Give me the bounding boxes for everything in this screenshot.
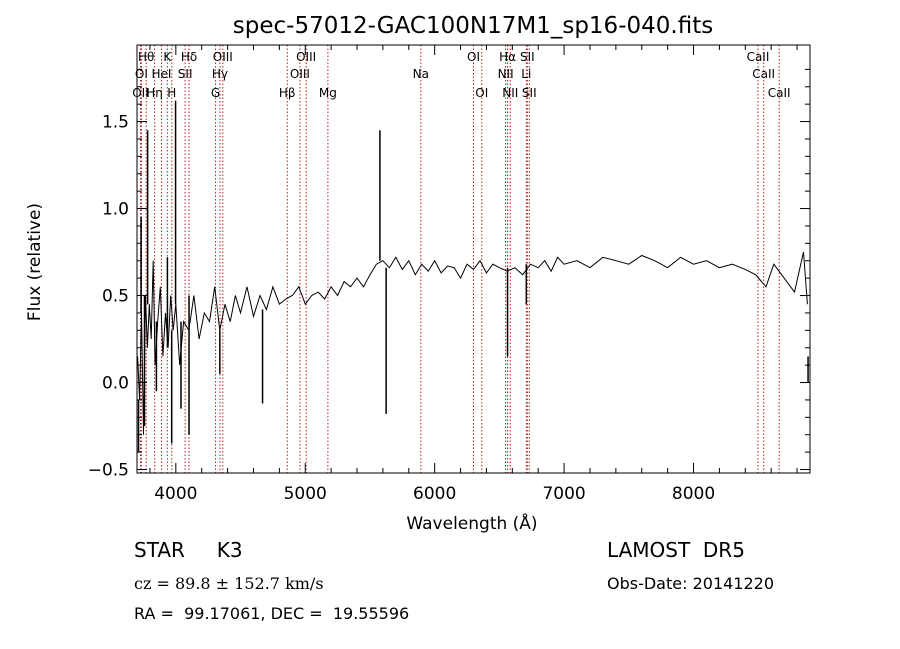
y-axis-label: Flux (relative) <box>25 203 45 321</box>
x-axis-label: Wavelength (Å) <box>406 512 537 534</box>
object-class: STAR K3 <box>134 538 243 562</box>
x-tick-label-0: 4000 <box>154 484 197 504</box>
spectrum-line <box>137 251 808 435</box>
x-tick-label-2: 6000 <box>413 484 456 504</box>
redshift-value: cz = 89.8 ± 152.7 km/s <box>134 574 324 593</box>
line-label-18: OI <box>475 86 488 100</box>
x-tick-label-4: 8000 <box>672 484 715 504</box>
line-label-9: G <box>211 86 220 100</box>
line-label-17: OI <box>467 50 480 64</box>
line-label-5: K <box>163 50 172 64</box>
line-label-23: SII <box>520 50 535 64</box>
y-tick-label-2: 0.5 <box>102 287 129 307</box>
line-label-22: Li <box>521 67 531 81</box>
line-label-13: OIII <box>290 67 310 81</box>
line-label-16: Na <box>413 67 429 81</box>
line-label-24: SII <box>522 86 537 100</box>
survey-label: LAMOST DR5 <box>607 538 745 562</box>
y-tick-label-4: 1.5 <box>102 113 129 133</box>
ra-dec: RA = 99.17061, DEC = 19.55596 <box>134 604 410 623</box>
line-label-6: H <box>167 86 176 100</box>
y-tick-label-3: 1.0 <box>102 200 129 220</box>
line-label-1: OI <box>135 67 148 81</box>
spectral-line-labels: OIIOIHθHηHeIKHSIIHδGHγOIIIHβOIIIOIIIMgNa… <box>132 50 790 100</box>
line-label-15: Mg <box>319 86 337 100</box>
line-label-19: NII <box>498 67 514 81</box>
line-label-4: HeI <box>151 67 171 81</box>
chart-title: spec-57012-GAC100N17M1_sp16-040.fits <box>233 13 713 39</box>
line-label-26: CaII <box>752 67 775 81</box>
line-label-11: OIII <box>213 50 233 64</box>
y-tick-label-0: −0.5 <box>88 461 129 481</box>
x-tick-label-3: 7000 <box>542 484 585 504</box>
line-label-25: CaII <box>747 50 770 64</box>
line-label-12: Hβ <box>279 86 296 100</box>
line-label-10: Hγ <box>212 67 228 81</box>
line-label-7: SII <box>178 67 193 81</box>
line-label-8: Hδ <box>181 50 197 64</box>
line-label-0: OII <box>132 86 149 100</box>
obs-date: Obs-Date: 20141220 <box>607 574 775 593</box>
line-label-21: NII <box>502 86 518 100</box>
line-label-3: Hη <box>146 86 163 100</box>
plot-frame <box>136 44 811 474</box>
x-tick-label-1: 5000 <box>284 484 327 504</box>
y-tick-label-1: 0.0 <box>102 374 129 394</box>
axes: 4000 5000 6000 7000 8000 −0.5 0.0 0.5 1.0 1.5 <box>88 45 810 504</box>
line-label-20: Hα <box>499 50 516 64</box>
line-label-27: CaII <box>768 86 791 100</box>
spectrum-plot <box>137 100 809 453</box>
spectral-line-markers <box>139 45 780 473</box>
line-label-2: Hθ <box>138 50 154 64</box>
line-label-14: OIII <box>296 50 316 64</box>
